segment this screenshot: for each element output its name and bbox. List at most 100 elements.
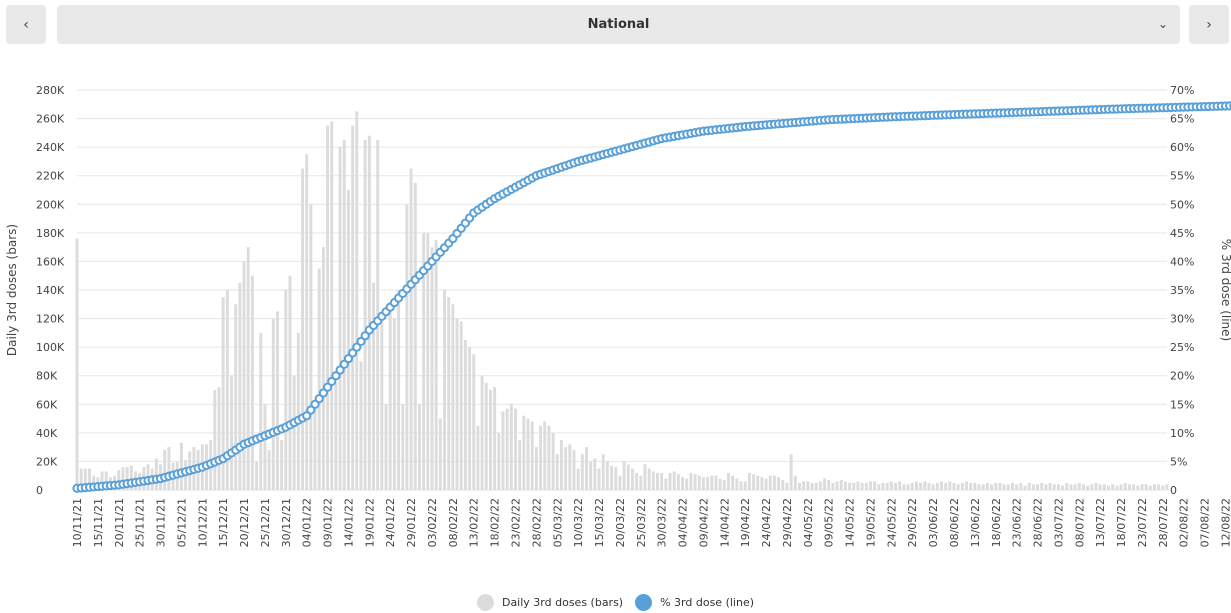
- bar: [940, 481, 943, 490]
- bar: [79, 468, 83, 490]
- bar: [401, 404, 405, 490]
- bar: [359, 361, 363, 490]
- bar: [990, 484, 994, 490]
- percent-dose-line: [72, 101, 1231, 493]
- y-tick-label: 160K: [36, 255, 65, 268]
- x-tick-label: 28/02/22: [530, 498, 543, 547]
- bar: [768, 475, 772, 490]
- x-tick-label: 25/03/22: [635, 498, 648, 547]
- bar: [610, 465, 614, 490]
- bar: [117, 470, 121, 490]
- bar: [764, 478, 768, 490]
- bar: [1069, 484, 1073, 490]
- bar: [422, 232, 426, 490]
- bar: [580, 454, 584, 490]
- bar: [869, 481, 872, 490]
- bar: [430, 247, 434, 490]
- bar: [910, 482, 914, 490]
- bar: [167, 447, 171, 490]
- y2-tick-label: 25%: [1170, 341, 1194, 354]
- bar: [718, 478, 722, 490]
- bar: [409, 168, 413, 491]
- bar: [426, 232, 430, 490]
- region-select[interactable]: National ⌄: [57, 5, 1180, 44]
- bar: [1098, 484, 1102, 490]
- x-tick-label: 28/07/22: [1157, 498, 1170, 547]
- y2-tick-label: 35%: [1170, 284, 1194, 297]
- chart-legend: Daily 3rd doses (bars) % 3rd dose (line): [0, 592, 1231, 612]
- bar: [250, 275, 254, 490]
- bar: [480, 375, 484, 490]
- bar: [710, 475, 714, 490]
- bar: [493, 387, 497, 490]
- bar: [505, 408, 509, 490]
- bar: [798, 482, 801, 490]
- bar: [630, 468, 634, 490]
- bar: [752, 474, 756, 490]
- bar: [455, 318, 459, 490]
- previous-region-button[interactable]: ‹: [6, 5, 46, 44]
- x-tick-label: 24/04/22: [760, 498, 773, 547]
- bar: [179, 442, 183, 490]
- y-tick-label: 140K: [36, 284, 65, 297]
- bar: [246, 247, 250, 490]
- x-tick-label: 09/04/22: [697, 498, 710, 547]
- bar: [605, 461, 609, 490]
- bar: [1107, 485, 1110, 490]
- x-tick-label: 20/03/22: [614, 498, 627, 547]
- x-tick-label: 29/05/22: [906, 498, 919, 547]
- x-tick-label: 05/12/21: [175, 498, 188, 547]
- x-tick-label: 10/11/21: [71, 498, 84, 547]
- legend-item-bars[interactable]: Daily 3rd doses (bars): [476, 593, 623, 611]
- bar: [856, 481, 860, 490]
- left-axis-ticks: 0 20K 40K 60K 80K 100K 120K 140K 160K 180K 200K 220…: [36, 84, 65, 497]
- bar: [676, 474, 680, 490]
- bar: [559, 440, 563, 490]
- legend-label-line: % 3rd dose (line): [660, 595, 755, 609]
- bar: [1065, 482, 1069, 490]
- bar: [447, 297, 451, 490]
- bar: [1086, 485, 1090, 490]
- bar: [589, 461, 593, 490]
- bar: [660, 472, 664, 490]
- x-tick-label: 18/02/22: [489, 498, 502, 547]
- bar: [154, 458, 158, 490]
- bar: [230, 375, 233, 490]
- next-region-button[interactable]: ›: [1189, 5, 1229, 44]
- x-tick-label: 14/05/22: [844, 498, 857, 547]
- y-tick-label: 200K: [36, 198, 65, 211]
- y-tick-label: 240K: [36, 141, 65, 154]
- x-tick-label: 04/01/22: [301, 498, 314, 547]
- y2-tick-label: 45%: [1170, 227, 1194, 240]
- bar: [1052, 484, 1056, 490]
- right-axis-title: % 3rd dose (line): [1219, 239, 1231, 341]
- bar: [743, 481, 747, 490]
- legend-item-line[interactable]: % 3rd dose (line): [635, 593, 755, 611]
- bar: [852, 482, 856, 490]
- bar: [994, 482, 998, 490]
- bar: [772, 475, 776, 490]
- x-tick-label: 24/01/22: [384, 498, 397, 547]
- y2-tick-label: 65%: [1170, 113, 1194, 126]
- bar: [693, 474, 697, 490]
- x-tick-label: 04/05/22: [802, 498, 815, 547]
- bar: [1111, 484, 1115, 490]
- bar: [313, 404, 317, 490]
- x-tick-label: 25/12/21: [259, 498, 272, 547]
- bar: [1090, 484, 1094, 490]
- y2-tick-label: 50%: [1170, 198, 1194, 211]
- y-tick-label: 100K: [36, 341, 65, 354]
- bar: [639, 475, 643, 490]
- bar: [1011, 482, 1014, 490]
- bar: [1044, 484, 1048, 490]
- bar: [225, 290, 229, 490]
- bar: [476, 425, 480, 490]
- bar: [121, 467, 125, 490]
- bar: [685, 478, 689, 490]
- vaccination-chart: 0 20K 40K 60K 80K 100K 120K 140K 160K 180K 200K 220…: [5, 84, 1231, 547]
- x-tick-label: 18/06/22: [990, 498, 1003, 547]
- bar: [484, 382, 488, 490]
- bar: [889, 481, 893, 490]
- x-tick-label: 09/01/22: [322, 498, 335, 547]
- x-tick-label: 20/12/21: [238, 498, 251, 547]
